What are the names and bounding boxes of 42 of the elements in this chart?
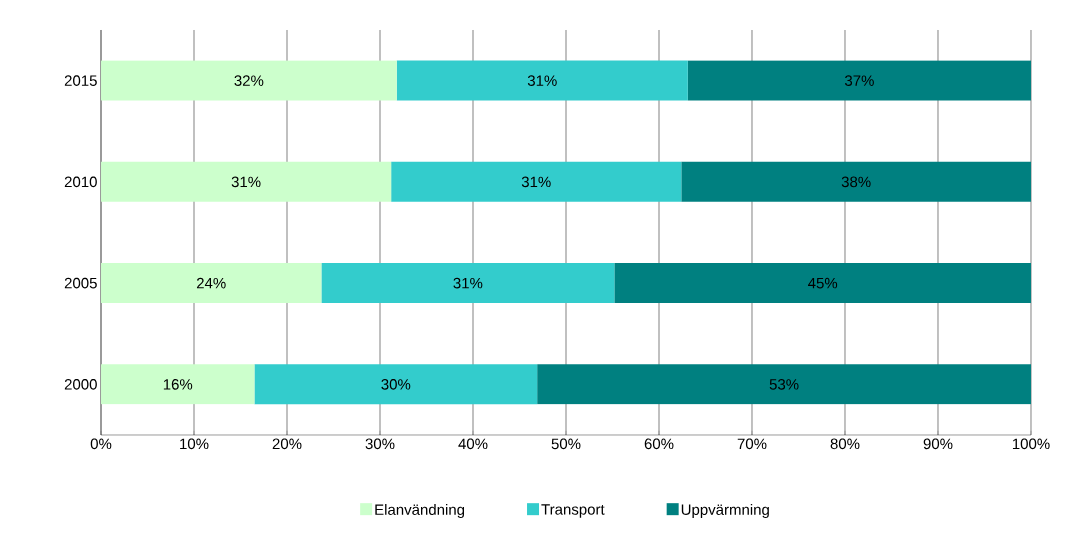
data-label: 31% (453, 277, 483, 289)
x-tick-label: 70% (737, 438, 767, 450)
y-tick-label: 2015 (64, 75, 97, 86)
y-tick-label: 2000 (64, 379, 97, 390)
x-tick-label: 80% (830, 438, 860, 450)
bar (101, 161, 392, 202)
data-label: 31% (231, 176, 261, 188)
data-label: 16% (163, 379, 193, 390)
x-tick-label: 0% (90, 438, 112, 450)
bar (321, 263, 615, 304)
bar (101, 364, 255, 405)
x-tick-label: 20% (272, 438, 302, 450)
data-label: 31% (527, 75, 557, 86)
data-label: 37% (844, 75, 874, 86)
legend-label: Uppvärmning (681, 503, 769, 518)
x-tick-label: 40% (458, 438, 488, 450)
data-label: 24% (196, 277, 226, 289)
bar (101, 60, 397, 101)
x-tick-label: 10% (180, 438, 209, 450)
data-label: 32% (234, 75, 264, 86)
data-label: 31% (521, 176, 551, 188)
x-tick-label: 90% (923, 438, 953, 450)
x-tick-label: 100% (1012, 438, 1050, 450)
x-tick-label: 60% (644, 438, 674, 450)
bar (254, 364, 538, 405)
bar (391, 161, 682, 202)
legend-label: Transport (541, 504, 605, 518)
data-label: 53% (769, 379, 799, 390)
x-tick-label: 30% (365, 438, 395, 450)
x-tick-label: 50% (551, 438, 581, 450)
bar (687, 60, 1031, 101)
bar (537, 364, 1031, 405)
bar (101, 263, 322, 304)
bar (614, 263, 1031, 304)
legend-label: Elanvändning (375, 503, 465, 518)
data-label: 30% (381, 379, 411, 390)
data-label: 38% (841, 176, 871, 188)
data-label: 45% (808, 277, 838, 289)
y-tick-label: 2005 (64, 277, 97, 289)
bar (681, 161, 1031, 202)
y-tick-label: 2010 (64, 176, 97, 188)
bar (396, 60, 688, 101)
